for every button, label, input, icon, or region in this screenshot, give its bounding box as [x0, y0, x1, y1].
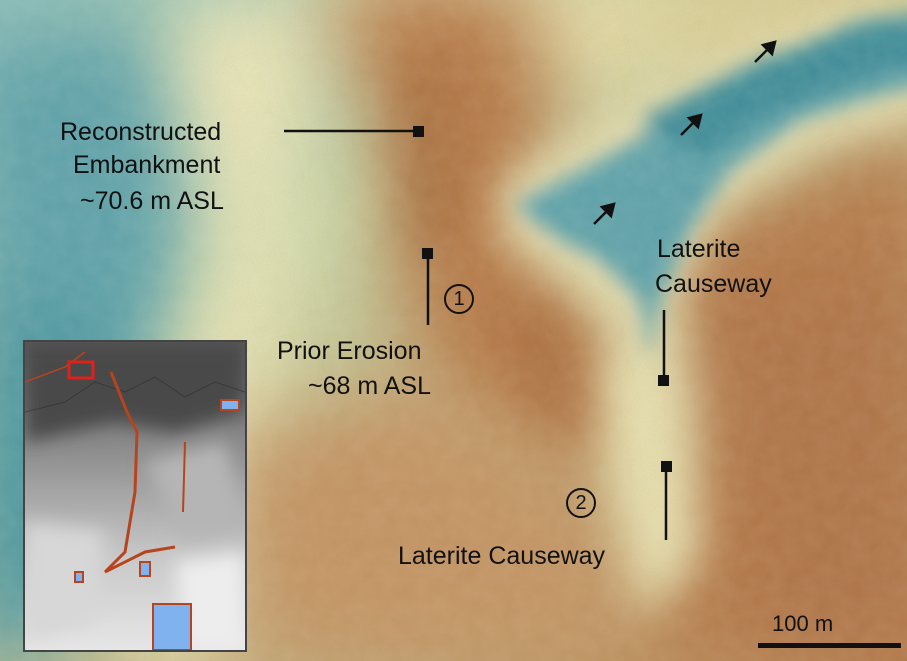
inset-contour	[25, 376, 245, 413]
label-causeway-upper-line2: Causeway	[655, 270, 772, 298]
leader-lines	[284, 129, 668, 540]
inset-locator-map	[23, 340, 247, 652]
inset-embankment	[103, 371, 139, 574]
square-markers	[413, 126, 672, 472]
arrow-northeast-icon	[754, 40, 777, 63]
label-causeway-upper-line1: Laterite	[657, 235, 741, 263]
label-embankment-line3: ~70.6 m ASL	[80, 187, 224, 215]
marker-two: 2	[566, 488, 596, 518]
square-marker-icon	[658, 375, 669, 386]
inset-road	[104, 545, 176, 574]
label-embankment-line1: Reconstructed	[60, 118, 222, 146]
inset-elevation	[25, 342, 245, 650]
scale-bar-label: 100 m	[772, 611, 834, 636]
scale-bar	[758, 643, 901, 648]
marker-one: 1	[444, 284, 474, 314]
inset-pond	[74, 571, 84, 583]
square-marker-icon	[661, 461, 672, 472]
arrow-northeast-icon	[593, 202, 616, 225]
arrow-northeast-icon	[680, 113, 703, 136]
inset-pond	[139, 561, 151, 577]
label-causeway-lower: Laterite Causeway	[398, 542, 606, 570]
label-erosion-line1: Prior Erosion	[277, 337, 422, 365]
square-marker-icon	[422, 248, 433, 259]
square-marker-icon	[413, 126, 424, 137]
inset-pond-large	[152, 603, 192, 650]
inset-relief	[25, 342, 245, 650]
inset-pond	[220, 399, 240, 411]
inset-features	[25, 351, 186, 574]
inset-study-area-highlight	[67, 360, 95, 380]
label-embankment-line2: Embankment	[73, 151, 221, 179]
inset-ponds	[74, 399, 240, 650]
flow-arrows	[593, 40, 777, 225]
label-erosion-line2: ~68 m ASL	[308, 372, 431, 400]
inset-track	[25, 351, 86, 383]
inset-canal	[182, 441, 186, 513]
